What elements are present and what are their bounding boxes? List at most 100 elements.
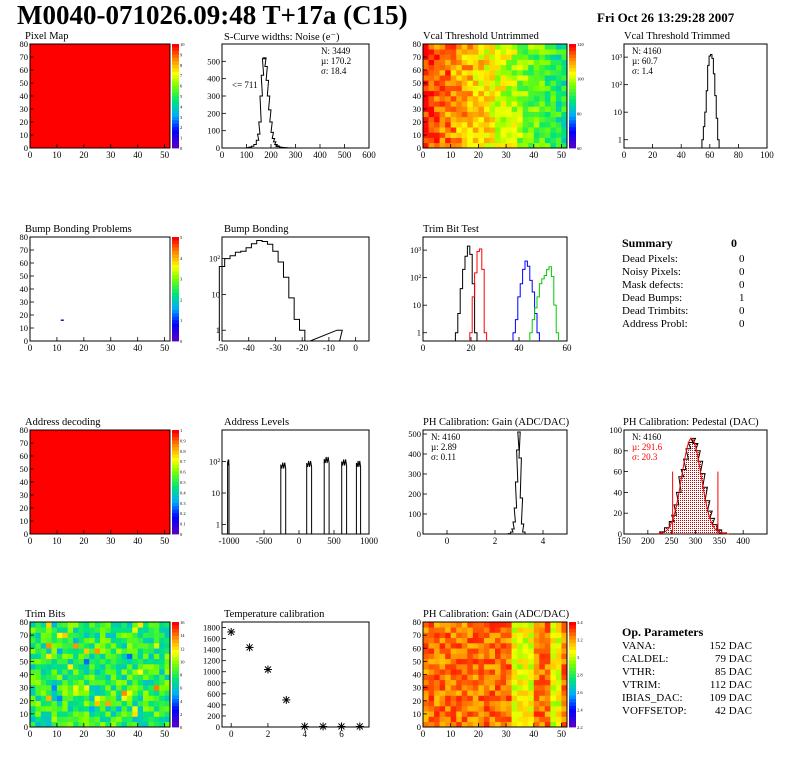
heatmap-cell	[456, 721, 463, 728]
heatmap-cell	[500, 706, 507, 712]
heatmap-cell	[137, 648, 144, 654]
heatmap-cell	[511, 116, 518, 123]
heatmap-cell	[456, 690, 463, 696]
address-peak	[227, 459, 230, 534]
heatmap-cell	[434, 49, 440, 55]
summary-value: 0	[739, 318, 745, 330]
heatmap-cell	[467, 90, 474, 97]
panel-title-vcal-untrimmed: Vcal Threshold Untrimmed	[423, 31, 539, 42]
heatmap-cell	[511, 122, 518, 128]
heatmap-cell	[511, 49, 518, 55]
heatmap-cell	[164, 643, 171, 649]
heatmap-cell	[116, 685, 122, 691]
color-scale-segment	[569, 109, 576, 114]
heatmap-cell	[121, 685, 128, 691]
heatmap-cell	[517, 49, 523, 55]
heatmap-cell	[159, 700, 165, 707]
heatmap-cell	[533, 716, 540, 723]
heatmap-cell	[550, 664, 557, 670]
heatmap-cell	[51, 706, 58, 712]
heatmap-cell	[51, 653, 58, 660]
heatmap-cell	[439, 716, 446, 723]
heatmap-cell	[467, 59, 474, 66]
color-scale-segment	[569, 660, 576, 665]
heatmap-cell	[555, 632, 562, 639]
heatmap-cell	[461, 637, 468, 644]
heatmap-cell	[83, 706, 90, 712]
heatmap-cell	[528, 59, 535, 66]
heatmap-cell	[110, 632, 117, 639]
heatmap-cell	[439, 706, 446, 712]
heatmap-cell	[467, 637, 474, 644]
heatmap-cell	[137, 627, 144, 633]
heatmap-cell	[51, 700, 58, 707]
heatmap-cell	[489, 706, 496, 712]
heatmap-cell	[528, 674, 535, 681]
heatmap-cell	[35, 700, 42, 707]
heatmap-cell	[561, 643, 568, 649]
heatmap-cell	[500, 54, 507, 60]
heatmap-cell	[472, 106, 479, 112]
heatmap-cell	[445, 44, 451, 50]
heatmap-cell	[555, 137, 562, 144]
heatmap-cell	[56, 653, 63, 660]
heatmap-cell	[423, 674, 429, 681]
color-scale-label: 14	[180, 633, 185, 638]
heatmap-cell	[500, 75, 507, 81]
heatmap-cell	[56, 658, 63, 665]
heatmap-cell	[89, 679, 95, 686]
color-scale-segment	[172, 629, 179, 633]
heatmap-cell	[428, 690, 435, 696]
heatmap-cell	[423, 127, 429, 133]
heatmap-cell	[500, 101, 507, 107]
heatmap-cell	[78, 685, 85, 691]
heatmap-cell	[159, 637, 165, 644]
heatmap-cell	[533, 75, 540, 81]
heatmap-cell	[73, 637, 79, 644]
heatmap-cell	[495, 116, 501, 123]
heatmap-cell	[522, 44, 529, 50]
heatmap-cell	[472, 695, 479, 702]
heatmap-cell	[121, 706, 128, 712]
heatmap-cell	[456, 669, 463, 675]
heatmap-cell	[555, 643, 562, 649]
heatmap-cell	[428, 59, 435, 66]
heatmap-cell	[511, 142, 518, 149]
heatmap-cell	[116, 669, 122, 675]
heatmap-cell	[544, 685, 551, 691]
heatmap-cell	[35, 706, 42, 712]
heatmap-cell	[544, 142, 551, 149]
heatmap-cell	[539, 64, 546, 71]
heatmap-cell	[522, 674, 529, 681]
heatmap-cell	[434, 75, 440, 81]
heatmap-cell	[539, 658, 546, 665]
heatmap-cell	[148, 721, 155, 728]
heatmap-cell	[56, 643, 63, 649]
x-tick-label: 250	[665, 536, 679, 546]
heatmap-cell	[456, 632, 463, 639]
color-scale-segment	[172, 513, 179, 518]
heatmap-cell	[511, 64, 518, 71]
color-scale-segment	[172, 243, 179, 248]
heatmap-cell	[522, 132, 529, 138]
x-tick-label: -1000	[219, 536, 240, 546]
summary-label: Address Probl:	[622, 318, 688, 330]
heatmap-cell	[555, 622, 562, 628]
y-tick-label: 0	[216, 143, 220, 153]
heatmap-cell	[467, 54, 474, 60]
heatmap-cell	[561, 700, 568, 707]
color-scale-label: 3	[180, 115, 183, 120]
heatmap-cell	[423, 70, 429, 76]
heatmap-cell	[528, 622, 535, 628]
heatmap-cell	[517, 70, 523, 76]
heatmap-cell	[522, 64, 529, 71]
heatmap-cell	[461, 632, 468, 639]
heatmap-cell	[544, 648, 551, 654]
heatmap-cell	[67, 669, 74, 675]
color-scale-segment	[569, 622, 576, 626]
heatmap-cell	[105, 695, 112, 702]
heatmap-cell	[495, 643, 501, 649]
heatmap-cell	[489, 116, 496, 123]
heatmap-cell	[528, 106, 535, 112]
heatmap-cell	[495, 627, 501, 633]
